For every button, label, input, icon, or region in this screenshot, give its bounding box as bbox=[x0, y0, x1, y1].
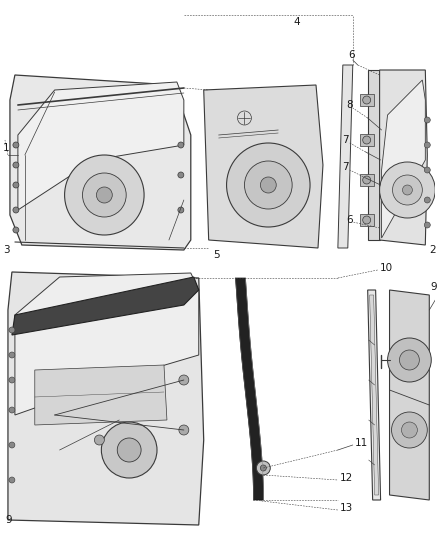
Circle shape bbox=[260, 177, 276, 193]
Text: 9: 9 bbox=[5, 515, 11, 525]
Circle shape bbox=[13, 207, 19, 213]
Polygon shape bbox=[367, 70, 380, 240]
Circle shape bbox=[82, 173, 126, 217]
Polygon shape bbox=[18, 82, 184, 210]
Circle shape bbox=[64, 155, 144, 235]
Polygon shape bbox=[381, 80, 425, 238]
Text: 10: 10 bbox=[380, 263, 393, 273]
Polygon shape bbox=[8, 272, 204, 525]
Circle shape bbox=[363, 176, 371, 184]
Text: 1: 1 bbox=[3, 143, 10, 153]
Polygon shape bbox=[338, 65, 353, 248]
Circle shape bbox=[388, 338, 431, 382]
Circle shape bbox=[101, 422, 157, 478]
Polygon shape bbox=[380, 70, 427, 245]
Circle shape bbox=[9, 352, 15, 358]
Text: 8: 8 bbox=[346, 100, 353, 110]
Polygon shape bbox=[360, 174, 374, 186]
Polygon shape bbox=[35, 365, 167, 425]
Polygon shape bbox=[10, 75, 191, 250]
Circle shape bbox=[424, 222, 430, 228]
Circle shape bbox=[244, 161, 292, 209]
Polygon shape bbox=[389, 290, 429, 500]
Text: 13: 13 bbox=[340, 503, 353, 513]
Text: 5: 5 bbox=[214, 250, 220, 260]
Circle shape bbox=[392, 175, 422, 205]
Circle shape bbox=[363, 96, 371, 104]
Polygon shape bbox=[360, 94, 374, 106]
Circle shape bbox=[363, 136, 371, 144]
Polygon shape bbox=[15, 273, 199, 415]
Circle shape bbox=[117, 438, 141, 462]
Text: 7: 7 bbox=[342, 162, 349, 172]
Circle shape bbox=[260, 465, 266, 471]
Circle shape bbox=[256, 461, 270, 475]
Polygon shape bbox=[360, 134, 374, 146]
Polygon shape bbox=[204, 85, 323, 248]
Circle shape bbox=[179, 375, 189, 385]
Circle shape bbox=[380, 162, 435, 218]
Circle shape bbox=[13, 162, 19, 168]
Circle shape bbox=[55, 410, 64, 420]
Circle shape bbox=[95, 435, 104, 445]
Text: 6: 6 bbox=[346, 215, 353, 225]
Circle shape bbox=[399, 350, 419, 370]
Circle shape bbox=[13, 227, 19, 233]
Text: 9: 9 bbox=[430, 282, 437, 292]
Circle shape bbox=[13, 182, 19, 188]
Text: 4: 4 bbox=[293, 17, 300, 27]
Text: 6: 6 bbox=[348, 50, 354, 60]
Text: 3: 3 bbox=[3, 245, 10, 255]
Circle shape bbox=[363, 216, 371, 224]
Circle shape bbox=[9, 407, 15, 413]
Circle shape bbox=[424, 167, 430, 173]
Circle shape bbox=[424, 142, 430, 148]
Circle shape bbox=[226, 143, 310, 227]
Polygon shape bbox=[360, 214, 374, 226]
Circle shape bbox=[424, 197, 430, 203]
Circle shape bbox=[96, 187, 112, 203]
Circle shape bbox=[403, 185, 413, 195]
Polygon shape bbox=[236, 278, 263, 500]
Circle shape bbox=[9, 327, 15, 333]
Circle shape bbox=[9, 477, 15, 483]
Circle shape bbox=[178, 207, 184, 213]
Circle shape bbox=[9, 442, 15, 448]
Circle shape bbox=[179, 425, 189, 435]
Circle shape bbox=[9, 377, 15, 383]
Circle shape bbox=[424, 117, 430, 123]
Polygon shape bbox=[12, 277, 199, 335]
Circle shape bbox=[392, 412, 427, 448]
Text: 2: 2 bbox=[429, 245, 436, 255]
Polygon shape bbox=[367, 290, 381, 500]
Circle shape bbox=[178, 142, 184, 148]
Circle shape bbox=[402, 422, 417, 438]
Text: 12: 12 bbox=[340, 473, 353, 483]
Polygon shape bbox=[370, 295, 378, 495]
Circle shape bbox=[13, 142, 19, 148]
Text: 11: 11 bbox=[355, 438, 368, 448]
Circle shape bbox=[178, 172, 184, 178]
Text: 7: 7 bbox=[342, 135, 349, 145]
